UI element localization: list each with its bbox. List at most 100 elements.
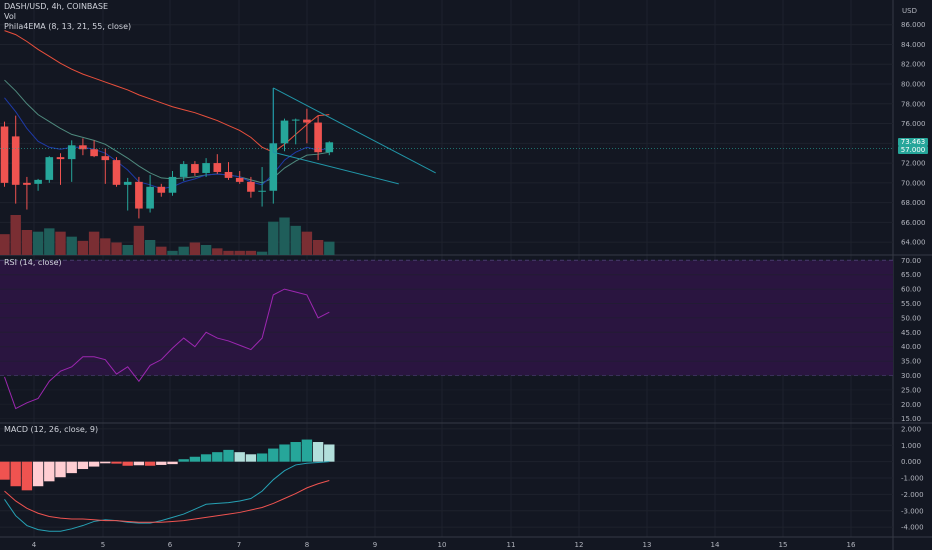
ema-mid-line <box>4 79 330 184</box>
macd-histogram-bar <box>21 461 33 491</box>
candle-body <box>224 171 233 178</box>
price-tick-label: 72.000 <box>901 160 926 168</box>
macd-tick-label: -4.000 <box>901 524 924 532</box>
price-tick-label: 80.000 <box>901 81 926 89</box>
volume-bar <box>189 242 201 255</box>
ema-legend[interactable]: Phila4EMA (8, 13, 21, 55, close) <box>4 22 132 31</box>
candle-body <box>168 176 177 193</box>
volume-bar <box>133 225 145 255</box>
macd-histogram-bar <box>0 461 10 480</box>
macd-histogram-bar <box>234 452 245 462</box>
volume-bar <box>178 246 189 255</box>
x-tick-label: 10 <box>438 541 447 549</box>
price-tick-label: 68.000 <box>901 199 926 207</box>
candle-body <box>325 142 334 153</box>
candle-body <box>112 160 121 185</box>
macd-histogram-bar <box>290 442 301 462</box>
volume-bar <box>21 230 33 255</box>
x-tick-label: 6 <box>168 541 173 549</box>
macd-histogram-bar <box>268 448 279 462</box>
macd-histogram-bar <box>144 461 156 466</box>
candle-body <box>191 164 199 173</box>
macd-histogram-bar <box>279 444 290 462</box>
candle-body <box>11 136 20 185</box>
volume-bar <box>10 215 21 255</box>
rsi-tick-label: 45.00 <box>901 329 921 337</box>
macd-tick-label: 1.000 <box>901 442 921 450</box>
rsi-tick-label: 35.00 <box>901 358 921 366</box>
x-tick-label: 14 <box>711 541 720 549</box>
currency-label: USD <box>902 7 917 15</box>
candle-body <box>123 181 132 185</box>
macd-histogram-bar <box>301 439 313 462</box>
volume-bar <box>88 231 100 255</box>
volume-bar <box>223 250 234 255</box>
price-tick-label: 84.000 <box>901 41 926 49</box>
volume-bar <box>212 248 223 255</box>
macd-tick-label: -3.000 <box>901 507 924 515</box>
last-price-badge: 73.463 <box>898 138 928 146</box>
price-tick-label: 64.000 <box>901 239 926 247</box>
macd-tick-label: -2.000 <box>901 491 924 499</box>
rsi-tick-label: 50.00 <box>901 314 921 322</box>
rsi-tick-label: 30.00 <box>901 372 921 380</box>
rsi-tick-label: 25.00 <box>901 386 921 394</box>
volume-bar <box>0 234 10 255</box>
x-tick-label: 11 <box>507 541 516 549</box>
candle-body <box>202 163 210 173</box>
volume-bar <box>245 250 257 255</box>
candle-body <box>79 145 87 150</box>
volume-bar <box>55 231 66 255</box>
macd-histogram-bar <box>66 461 77 474</box>
macd-histogram-bar <box>256 453 268 462</box>
macd-legend[interactable]: MACD (12, 26, close, 9) <box>4 425 99 434</box>
candle-body <box>314 122 322 153</box>
rsi-tick-label: 55.00 <box>901 300 921 308</box>
macd-histogram-bar <box>156 461 167 465</box>
volume-bar <box>268 221 279 255</box>
volume-bar <box>234 250 245 255</box>
x-tick-label: 7 <box>237 541 241 549</box>
volume-bar <box>301 231 313 255</box>
rsi-line <box>4 288 330 410</box>
trendline-lower <box>273 151 399 185</box>
candle-body <box>157 186 166 193</box>
macd-histogram-bar <box>324 444 335 462</box>
price-tick-label: 82.000 <box>901 61 926 69</box>
price-tick-label: 86.000 <box>901 21 926 29</box>
candle-body <box>56 157 65 160</box>
x-tick-label: 9 <box>373 541 377 549</box>
price-tick-label: 76.000 <box>901 120 926 128</box>
candle-body <box>67 145 76 160</box>
macd-histogram-bar <box>178 459 189 462</box>
x-tick-label: 12 <box>575 541 584 549</box>
x-tick-label: 5 <box>101 541 105 549</box>
rsi-legend[interactable]: RSI (14, close) <box>4 258 62 267</box>
volume-bar <box>144 240 156 255</box>
volume-bar <box>324 241 335 255</box>
volume-bar <box>312 240 324 255</box>
volume-bar <box>279 217 290 255</box>
macd-line <box>4 461 330 532</box>
macd-signal-line <box>4 480 330 523</box>
macd-histogram-bar <box>32 461 44 487</box>
candle-body <box>90 149 98 157</box>
symbol-legend[interactable]: DASH/USD, 4h, COINBASE <box>4 2 109 11</box>
volume-bar <box>32 231 44 255</box>
macd-histogram-bar <box>133 461 145 466</box>
macd-histogram-bar <box>100 461 111 464</box>
volume-bar <box>200 245 212 255</box>
macd-histogram-bar <box>55 461 66 478</box>
macd-tick-label: 0.000 <box>901 458 921 466</box>
rsi-tick-label: 15.00 <box>901 415 921 423</box>
macd-histogram-bar <box>10 461 21 487</box>
candle-body <box>135 181 143 209</box>
volume-legend[interactable]: Vol <box>4 12 16 21</box>
macd-histogram-bar <box>223 449 234 462</box>
price-tick-label: 66.000 <box>901 219 926 227</box>
rsi-tick-label: 20.00 <box>901 401 921 409</box>
candle-body <box>179 164 188 177</box>
candle-body <box>291 119 300 121</box>
volume-bar <box>122 245 133 255</box>
